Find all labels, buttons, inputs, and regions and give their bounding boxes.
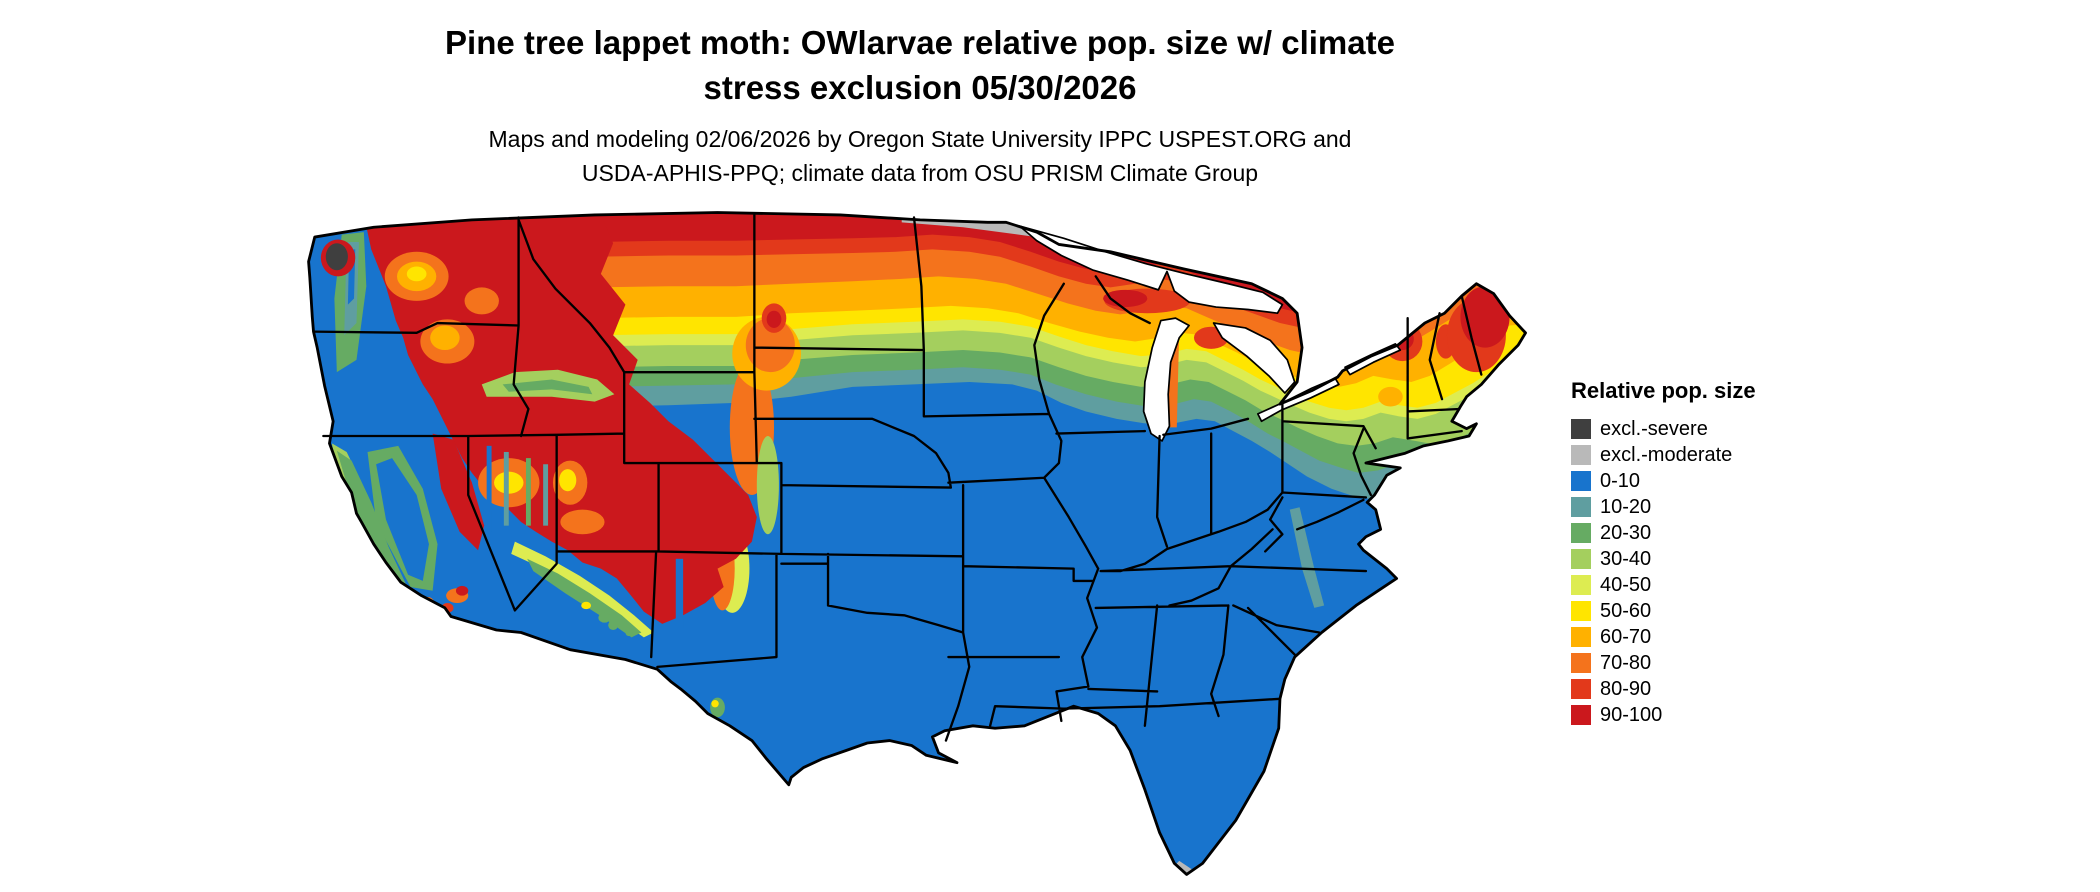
columbia-basin-yellow <box>406 266 427 282</box>
legend-item: excl.-severe <box>1571 416 1756 442</box>
legend-swatch-20-30 <box>1571 523 1591 543</box>
davis-mtns-yellow <box>711 700 719 708</box>
legend-item: 0-10 <box>1571 468 1756 494</box>
legend-item: 20-30 <box>1571 520 1756 546</box>
legend-label: 20-30 <box>1600 521 1652 544</box>
legend-swatch-90-100 <box>1571 705 1591 725</box>
legend-label: 0-10 <box>1600 469 1641 492</box>
legend-label: 90-100 <box>1600 703 1663 726</box>
fringe-colorado-east <box>756 436 779 535</box>
lake-michigan <box>1142 317 1190 442</box>
map-title: Pine tree lappet moth: OWlarvae relative… <box>445 20 1395 110</box>
legend-swatch-10-20 <box>1571 497 1591 517</box>
appalachian-teal-streak <box>1289 507 1325 608</box>
sky-island-2 <box>581 601 592 610</box>
ca-central-valley-blue <box>376 458 429 581</box>
olympics-excl-severe <box>325 243 348 271</box>
map-subtitle-line2: USDA-APHIS-PPQ; climate data from OSU PR… <box>581 160 1259 186</box>
nv-valley-stripe-1 <box>486 445 492 532</box>
legend-label: excl.-severe <box>1600 417 1708 440</box>
legend-item: 90-100 <box>1571 702 1756 728</box>
sierra-red <box>432 433 485 551</box>
legend-label: 60-70 <box>1600 625 1652 648</box>
legend-item: 10-20 <box>1571 494 1756 520</box>
legend-item: 30-40 <box>1571 546 1756 572</box>
nv-valley-stripe-4 <box>543 464 549 526</box>
e-oregon-orange <box>430 325 460 351</box>
legend-label: 40-50 <box>1600 573 1652 596</box>
legend-swatch-30-40 <box>1571 549 1591 569</box>
us-outline <box>307 211 1527 876</box>
legend-label: 70-80 <box>1600 651 1652 674</box>
us-map-svg <box>307 211 1527 876</box>
legend-label: excl.-moderate <box>1600 443 1733 466</box>
black-hills-red90 <box>766 310 782 328</box>
grand-canyon-orange <box>560 509 605 535</box>
sky-island-4 <box>625 628 633 637</box>
legend-swatch-50-60 <box>1571 601 1591 621</box>
raster-layers <box>308 212 1526 875</box>
legend: Relative pop. size excl.-severe excl.-mo… <box>1571 378 1756 728</box>
legend-swatch-excl-moderate <box>1571 445 1591 465</box>
legend-item: 50-60 <box>1571 598 1756 624</box>
legend-item: 80-90 <box>1571 676 1756 702</box>
legend-item: 60-70 <box>1571 624 1756 650</box>
utah-desert-yellow <box>559 469 577 492</box>
catskills-orange <box>1378 386 1403 407</box>
lake-mi-shore-orange <box>1166 329 1180 428</box>
upper-peninsula-red90 <box>1103 289 1148 308</box>
map-subtitle-line1: Maps and modeling 02/06/2026 by Oregon S… <box>488 126 1352 152</box>
blue-mtns-orange <box>464 287 499 315</box>
legend-label: 10-20 <box>1600 495 1652 518</box>
map-title-line2: stress exclusion 05/30/2026 <box>703 69 1137 106</box>
snake-plain-green <box>502 379 593 395</box>
sky-island-1 <box>598 612 611 623</box>
legend-swatch-40-50 <box>1571 575 1591 595</box>
legend-swatch-70-80 <box>1571 653 1591 673</box>
mogollon-rim-green <box>527 558 642 638</box>
rio-grande-valley-stripe <box>675 558 684 628</box>
legend-item: 40-50 <box>1571 572 1756 598</box>
maine-red90 <box>1460 286 1510 348</box>
nv-valley-stripe-3 <box>525 458 531 526</box>
us-map <box>300 200 1528 882</box>
socal-mtns-red <box>455 585 469 596</box>
legend-title: Relative pop. size <box>1571 378 1756 403</box>
legend-swatch-80-90 <box>1571 679 1591 699</box>
legend-item: excl.-moderate <box>1571 442 1756 468</box>
legend-label: 30-40 <box>1600 547 1652 570</box>
map-subtitle: Maps and modeling 02/06/2026 by Oregon S… <box>489 122 1352 190</box>
nv-valley-stripe-2 <box>503 451 509 526</box>
legend-label: 50-60 <box>1600 599 1652 622</box>
lake-huron <box>1212 322 1296 394</box>
blob-west-sd-dkorange <box>745 318 795 373</box>
legend-swatch-0-10 <box>1571 471 1591 491</box>
legend-item: 70-80 <box>1571 650 1756 676</box>
legend-swatch-60-70 <box>1571 627 1591 647</box>
sky-island-3 <box>608 620 619 631</box>
legend-swatch-excl-severe <box>1571 419 1591 439</box>
legend-label: 80-90 <box>1600 677 1652 700</box>
ca-coast-green <box>336 450 421 601</box>
davis-mtns-green <box>710 697 725 718</box>
map-title-line1: Pine tree lappet moth: OWlarvae relative… <box>445 24 1395 61</box>
